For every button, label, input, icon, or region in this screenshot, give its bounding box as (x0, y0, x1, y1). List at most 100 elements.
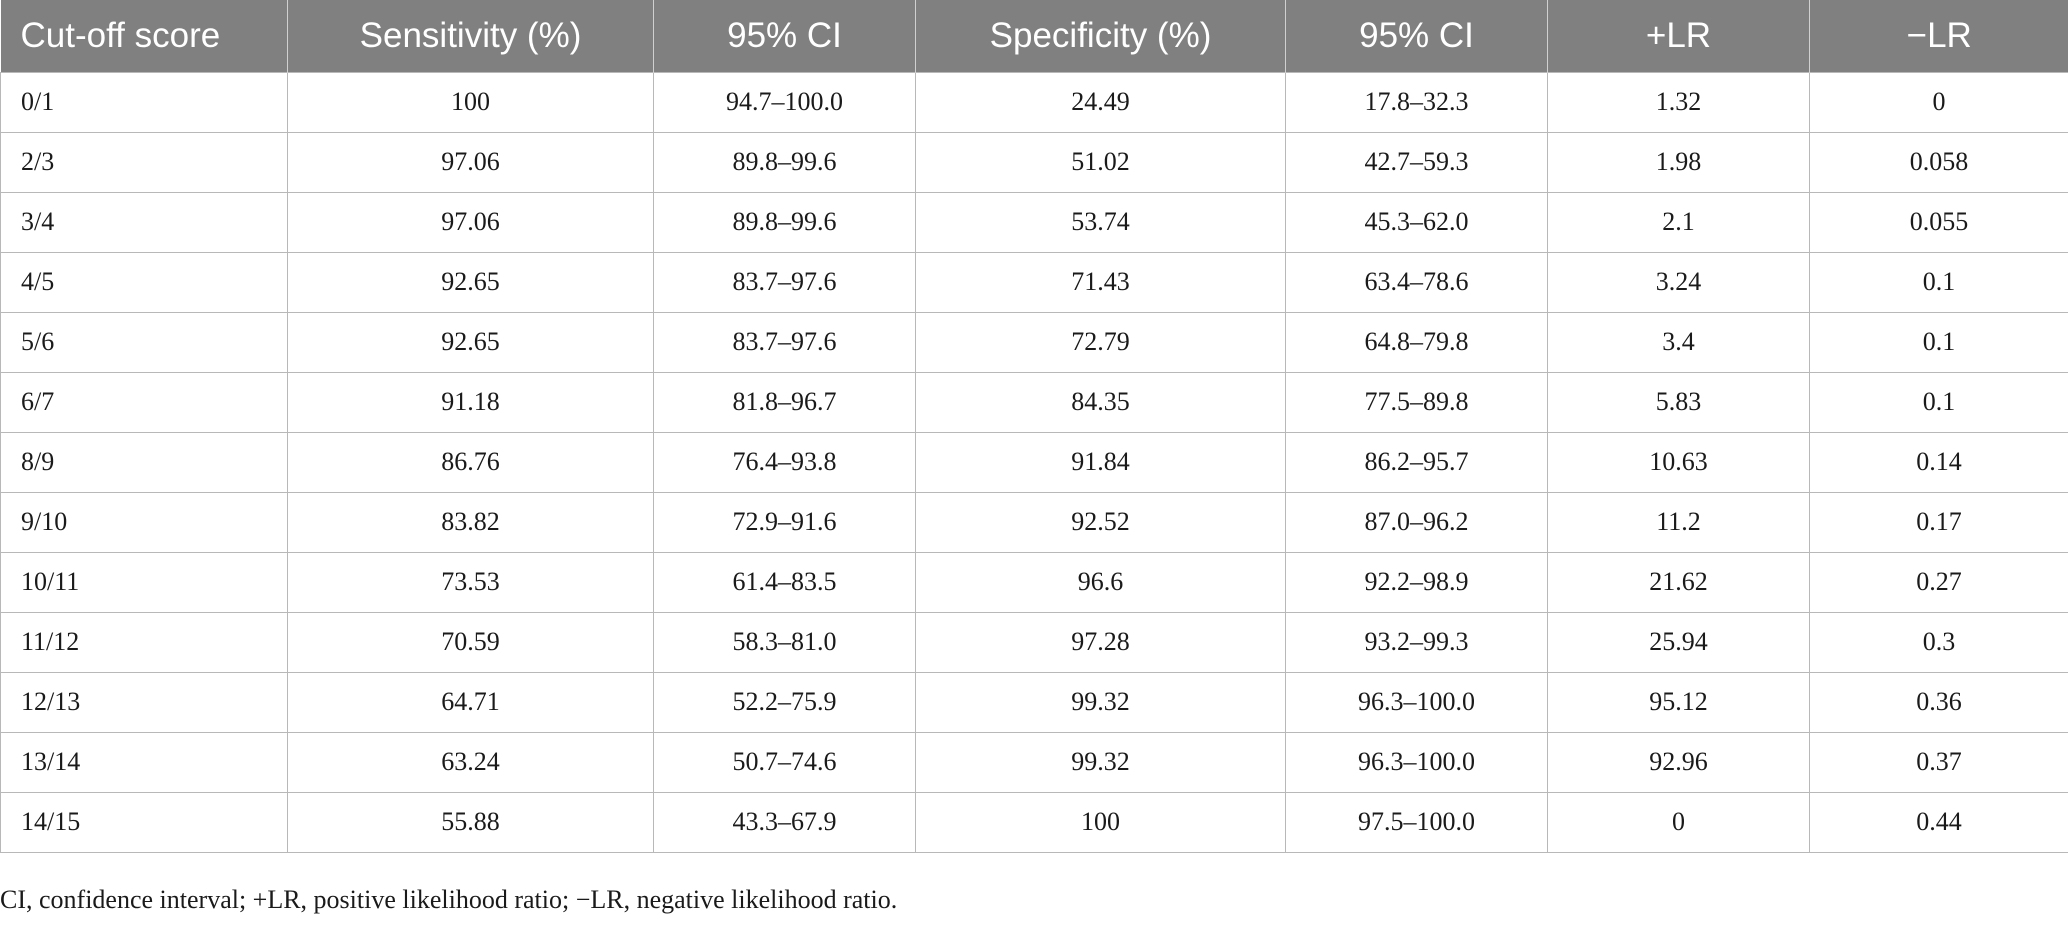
header-negative-lr: −LR (1809, 0, 2068, 72)
header-specificity-ci: 95% CI (1285, 0, 1548, 72)
cell-sensitivity-ci: 89.8–99.6 (653, 191, 916, 253)
cell-specificity-ci: 17.8–32.3 (1285, 71, 1548, 133)
cell-negative-lr: 0.37 (1809, 731, 2068, 793)
table-row: 6/7 91.18 81.8–96.7 84.35 77.5–89.8 5.83 0.1 (0, 371, 2068, 433)
cell-specificity: 99.32 (915, 731, 1286, 793)
cell-cutoff-score: 13/14 (0, 731, 288, 793)
cell-sensitivity-ci: 52.2–75.9 (653, 671, 916, 733)
cell-cutoff-score: 0/1 (0, 71, 288, 133)
cell-negative-lr: 0.14 (1809, 431, 2068, 493)
cell-specificity: 97.28 (915, 611, 1286, 673)
cell-positive-lr: 21.62 (1547, 551, 1810, 613)
table-row: 12/13 64.71 52.2–75.9 99.32 96.3–100.0 95.12 0… (0, 671, 2068, 733)
cell-specificity-ci: 97.5–100.0 (1285, 791, 1548, 853)
cell-specificity-ci: 77.5–89.8 (1285, 371, 1548, 433)
table-row: 9/10 83.82 72.9–91.6 92.52 87.0–96.2 11.2 0.17 (0, 491, 2068, 553)
cell-specificity-ci: 42.7–59.3 (1285, 131, 1548, 193)
cell-sensitivity: 100 (287, 71, 654, 133)
results-table-container: Cut-off score Sensitivity (%) 95% CI Spe… (0, 0, 2068, 853)
cell-sensitivity: 97.06 (287, 131, 654, 193)
cell-sensitivity: 91.18 (287, 371, 654, 433)
header-cutoff-score: Cut-off score (0, 0, 288, 72)
cell-specificity: 72.79 (915, 311, 1286, 373)
table-header: Cut-off score Sensitivity (%) 95% CI Spe… (0, 0, 2068, 72)
table-row: 4/5 92.65 83.7–97.6 71.43 63.4–78.6 3.24 0.1 (0, 251, 2068, 313)
cell-specificity-ci: 92.2–98.9 (1285, 551, 1548, 613)
cell-sensitivity: 92.65 (287, 311, 654, 373)
header-row: Cut-off score Sensitivity (%) 95% CI Spe… (0, 0, 2068, 72)
cell-sensitivity: 64.71 (287, 671, 654, 733)
cell-specificity: 99.32 (915, 671, 1286, 733)
cell-specificity: 51.02 (915, 131, 1286, 193)
cell-positive-lr: 25.94 (1547, 611, 1810, 673)
header-positive-lr: +LR (1547, 0, 1810, 72)
cell-sensitivity-ci: 81.8–96.7 (653, 371, 916, 433)
cell-sensitivity: 73.53 (287, 551, 654, 613)
cell-positive-lr: 5.83 (1547, 371, 1810, 433)
cell-cutoff-score: 12/13 (0, 671, 288, 733)
cell-positive-lr: 92.96 (1547, 731, 1810, 793)
cell-sensitivity: 86.76 (287, 431, 654, 493)
cell-negative-lr: 0.1 (1809, 371, 2068, 433)
cell-specificity: 91.84 (915, 431, 1286, 493)
cell-cutoff-score: 11/12 (0, 611, 288, 673)
cell-positive-lr: 3.4 (1547, 311, 1810, 373)
cell-specificity: 84.35 (915, 371, 1286, 433)
cell-negative-lr: 0.27 (1809, 551, 2068, 613)
cell-specificity-ci: 86.2–95.7 (1285, 431, 1548, 493)
cell-sensitivity: 97.06 (287, 191, 654, 253)
cell-specificity-ci: 96.3–100.0 (1285, 671, 1548, 733)
cell-sensitivity: 55.88 (287, 791, 654, 853)
cell-cutoff-score: 4/5 (0, 251, 288, 313)
table-body: 0/1 100 94.7–100.0 24.49 17.8–32.3 1.32 0 2/3 97… (0, 71, 2068, 853)
header-sensitivity-ci: 95% CI (653, 0, 916, 72)
cell-specificity: 100 (915, 791, 1286, 853)
cell-sensitivity: 63.24 (287, 731, 654, 793)
cell-specificity-ci: 64.8–79.8 (1285, 311, 1548, 373)
cell-positive-lr: 11.2 (1547, 491, 1810, 553)
cell-negative-lr: 0.058 (1809, 131, 2068, 193)
cell-positive-lr: 0 (1547, 791, 1810, 853)
cell-cutoff-score: 6/7 (0, 371, 288, 433)
table-footnote: CI, confidence interval; +LR, positive l… (0, 885, 898, 914)
header-specificity: Specificity (%) (915, 0, 1286, 72)
table-row: 10/11 73.53 61.4–83.5 96.6 92.2–98.9 21.62 0.2… (0, 551, 2068, 613)
cell-specificity: 24.49 (915, 71, 1286, 133)
table-row: 14/15 55.88 43.3–67.9 100 97.5–100.0 0 0.44 (0, 791, 2068, 853)
cell-positive-lr: 1.98 (1547, 131, 1810, 193)
cell-sensitivity-ci: 83.7–97.6 (653, 311, 916, 373)
cell-sensitivity-ci: 94.7–100.0 (653, 71, 916, 133)
cell-negative-lr: 0.36 (1809, 671, 2068, 733)
table-row: 2/3 97.06 89.8–99.6 51.02 42.7–59.3 1.98 0.058 (0, 131, 2068, 193)
cell-specificity: 53.74 (915, 191, 1286, 253)
cell-sensitivity-ci: 58.3–81.0 (653, 611, 916, 673)
cell-negative-lr: 0.1 (1809, 251, 2068, 313)
cell-negative-lr: 0.055 (1809, 191, 2068, 253)
cell-sensitivity: 83.82 (287, 491, 654, 553)
cell-specificity-ci: 93.2–99.3 (1285, 611, 1548, 673)
cell-sensitivity-ci: 76.4–93.8 (653, 431, 916, 493)
cell-cutoff-score: 14/15 (0, 791, 288, 853)
cell-sensitivity-ci: 43.3–67.9 (653, 791, 916, 853)
cell-negative-lr: 0.1 (1809, 311, 2068, 373)
cell-sensitivity-ci: 50.7–74.6 (653, 731, 916, 793)
header-sensitivity: Sensitivity (%) (287, 0, 654, 72)
cell-positive-lr: 1.32 (1547, 71, 1810, 133)
cell-negative-lr: 0.17 (1809, 491, 2068, 553)
cell-specificity-ci: 96.3–100.0 (1285, 731, 1548, 793)
cell-sensitivity-ci: 61.4–83.5 (653, 551, 916, 613)
cell-positive-lr: 3.24 (1547, 251, 1810, 313)
cell-cutoff-score: 9/10 (0, 491, 288, 553)
cell-negative-lr: 0 (1809, 71, 2068, 133)
cell-specificity: 92.52 (915, 491, 1286, 553)
table-row: 13/14 63.24 50.7–74.6 99.32 96.3–100.0 92.96 0… (0, 731, 2068, 793)
cell-positive-lr: 95.12 (1547, 671, 1810, 733)
cell-sensitivity: 92.65 (287, 251, 654, 313)
cell-specificity-ci: 45.3–62.0 (1285, 191, 1548, 253)
cell-negative-lr: 0.3 (1809, 611, 2068, 673)
table-row: 8/9 86.76 76.4–93.8 91.84 86.2–95.7 10.63 0.14 (0, 431, 2068, 493)
cell-specificity-ci: 63.4–78.6 (1285, 251, 1548, 313)
cutoff-results-table: Cut-off score Sensitivity (%) 95% CI Spe… (0, 0, 2068, 853)
cell-negative-lr: 0.44 (1809, 791, 2068, 853)
cell-sensitivity-ci: 83.7–97.6 (653, 251, 916, 313)
